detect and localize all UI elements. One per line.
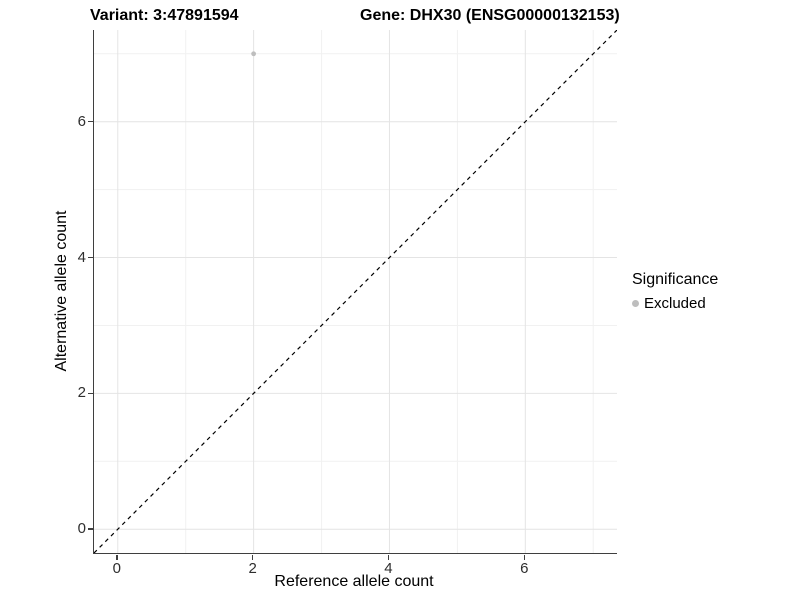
y-axis-tick <box>88 528 93 531</box>
y-axis-tick <box>88 392 93 395</box>
plot-panel <box>93 30 617 554</box>
y-axis-tick-label: 2 <box>77 384 86 402</box>
y-axis-title: Alternative allele count <box>53 210 70 372</box>
y-axis-tick-label: 6 <box>77 112 86 130</box>
y-axis-tick-label: 0 <box>77 520 86 538</box>
x-axis-tick <box>251 554 254 560</box>
identity-reference-line <box>94 30 617 553</box>
x-axis-tick-label: 2 <box>248 560 257 577</box>
legend-entry-excluded: Excluded <box>632 295 718 312</box>
data-point <box>251 51 257 57</box>
x-axis-tick <box>115 554 118 560</box>
legend-entry-label: Excluded <box>644 295 706 312</box>
plot-title-gene: Gene: DHX30 (ENSG00000132153) <box>360 7 620 24</box>
legend: Significance Excluded <box>632 271 718 312</box>
x-axis-tick-label: 0 <box>112 560 121 577</box>
plot-title-variant: Variant: 3:47891594 <box>90 7 239 24</box>
y-axis-tick <box>88 120 93 123</box>
y-axis-tick-label: 4 <box>77 248 86 266</box>
legend-point-swatch <box>632 300 639 307</box>
legend-title: Significance <box>632 271 719 288</box>
plot-area-svg <box>94 30 617 553</box>
x-axis-tick-label: 6 <box>520 560 529 577</box>
x-axis-tick <box>387 554 390 560</box>
x-axis-title: Reference allele count <box>274 573 434 590</box>
x-axis-tick <box>523 554 526 560</box>
y-axis-tick <box>88 256 93 259</box>
x-axis-tick-label: 4 <box>384 560 393 577</box>
